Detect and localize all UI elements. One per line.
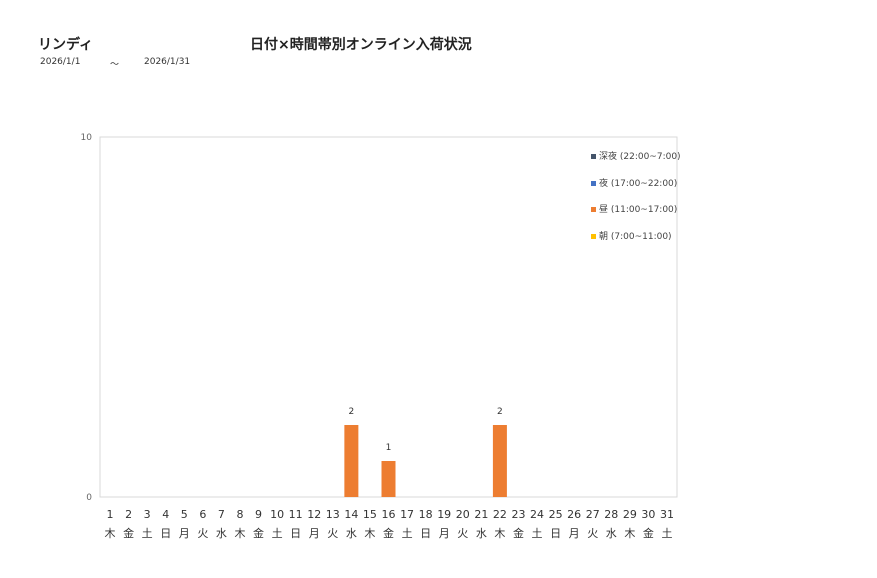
- chart-title: 日付×時間帯別オンライン入荷状況: [250, 37, 472, 53]
- x-tick-weekday: 水: [216, 527, 227, 540]
- x-tick-weekday: 日: [420, 527, 431, 540]
- x-tick-day: 18: [419, 508, 433, 521]
- x-tick-day: 13: [326, 508, 340, 521]
- data-label: 2: [497, 407, 503, 417]
- x-tick-weekday: 土: [662, 527, 673, 540]
- x-tick-day: 26: [567, 508, 581, 521]
- x-tick-weekday: 水: [606, 527, 617, 540]
- x-tick-day: 12: [307, 508, 321, 521]
- brand-name: リンディ: [38, 37, 94, 53]
- bar: [492, 425, 507, 497]
- date-separator: ～: [110, 60, 120, 70]
- date-to: 2026/1/31: [144, 57, 191, 67]
- x-tick-day: 6: [199, 508, 206, 521]
- x-tick-weekday: 金: [123, 526, 134, 540]
- x-tick-day: 21: [474, 508, 488, 521]
- x-tick-day: 23: [511, 508, 525, 521]
- x-tick-weekday: 日: [290, 527, 301, 540]
- legend-swatch: [591, 207, 596, 212]
- x-tick-day: 17: [400, 508, 414, 521]
- x-tick-day: 11: [289, 508, 303, 521]
- x-tick-weekday: 火: [197, 527, 208, 540]
- x-tick-weekday: 火: [587, 527, 598, 540]
- x-tick-day: 20: [456, 508, 470, 521]
- x-tick-weekday: 土: [532, 527, 543, 540]
- x-tick-weekday: 火: [457, 527, 468, 540]
- x-tick-day: 30: [641, 508, 655, 521]
- x-tick-day: 9: [255, 508, 262, 521]
- x-tick-day: 27: [586, 508, 600, 521]
- x-tick-weekday: 月: [179, 527, 190, 540]
- x-tick-weekday: 月: [439, 527, 450, 540]
- data-label: 1: [386, 443, 392, 453]
- x-tick-day: 31: [660, 508, 674, 521]
- x-tick-day: 15: [363, 508, 377, 521]
- x-tick-day: 8: [236, 508, 243, 521]
- x-tick-weekday: 木: [624, 527, 635, 540]
- x-tick-weekday: 木: [494, 527, 505, 540]
- x-tick-weekday: 金: [253, 526, 264, 540]
- x-tick-weekday: 金: [643, 526, 654, 540]
- bar: [381, 461, 396, 497]
- x-tick-day: 29: [623, 508, 637, 521]
- x-tick-day: 16: [382, 508, 396, 521]
- y-tick-label: 10: [81, 133, 93, 143]
- data-label: 2: [348, 407, 354, 417]
- legend-label: 朝 (7:00~11:00): [599, 231, 672, 242]
- x-tick-weekday: 木: [364, 527, 375, 540]
- x-tick-day: 7: [218, 508, 225, 521]
- x-tick-day: 4: [162, 508, 169, 521]
- x-tick-weekday: 木: [234, 527, 245, 540]
- x-tick-weekday: 土: [402, 527, 413, 540]
- legend-label: 深夜 (22:00~7:00): [599, 150, 681, 162]
- x-tick-weekday: 土: [142, 527, 153, 540]
- legend-swatch: [591, 154, 596, 159]
- x-tick-day: 24: [530, 508, 544, 521]
- x-tick-weekday: 金: [383, 526, 394, 540]
- x-tick-weekday: 土: [272, 527, 283, 540]
- x-tick-weekday: 日: [160, 527, 171, 540]
- x-tick-day: 3: [144, 508, 151, 521]
- legend-label: 夜 (17:00~22:00): [599, 177, 677, 189]
- x-tick-weekday: 月: [569, 527, 580, 540]
- legend-swatch: [591, 181, 596, 186]
- x-tick-day: 28: [604, 508, 618, 521]
- x-tick-weekday: 水: [476, 527, 487, 540]
- x-tick-weekday: 水: [346, 527, 357, 540]
- x-tick-day: 14: [344, 508, 358, 521]
- x-tick-weekday: 金: [513, 526, 524, 540]
- bar: [344, 425, 359, 497]
- x-tick-weekday: 日: [550, 527, 561, 540]
- x-tick-day: 10: [270, 508, 284, 521]
- x-tick-weekday: 月: [309, 527, 320, 540]
- legend-swatch: [591, 234, 596, 239]
- x-tick-day: 1: [107, 508, 114, 521]
- x-tick-day: 22: [493, 508, 507, 521]
- x-tick-weekday: 火: [327, 527, 338, 540]
- x-tick-day: 5: [181, 508, 188, 521]
- x-tick-weekday: 木: [105, 527, 116, 540]
- date-from: 2026/1/1: [40, 57, 81, 67]
- x-tick-day: 25: [549, 508, 563, 521]
- x-tick-day: 19: [437, 508, 451, 521]
- legend-label: 昼 (11:00~17:00): [599, 204, 677, 215]
- y-tick-label: 0: [86, 493, 92, 503]
- x-tick-day: 2: [125, 508, 132, 521]
